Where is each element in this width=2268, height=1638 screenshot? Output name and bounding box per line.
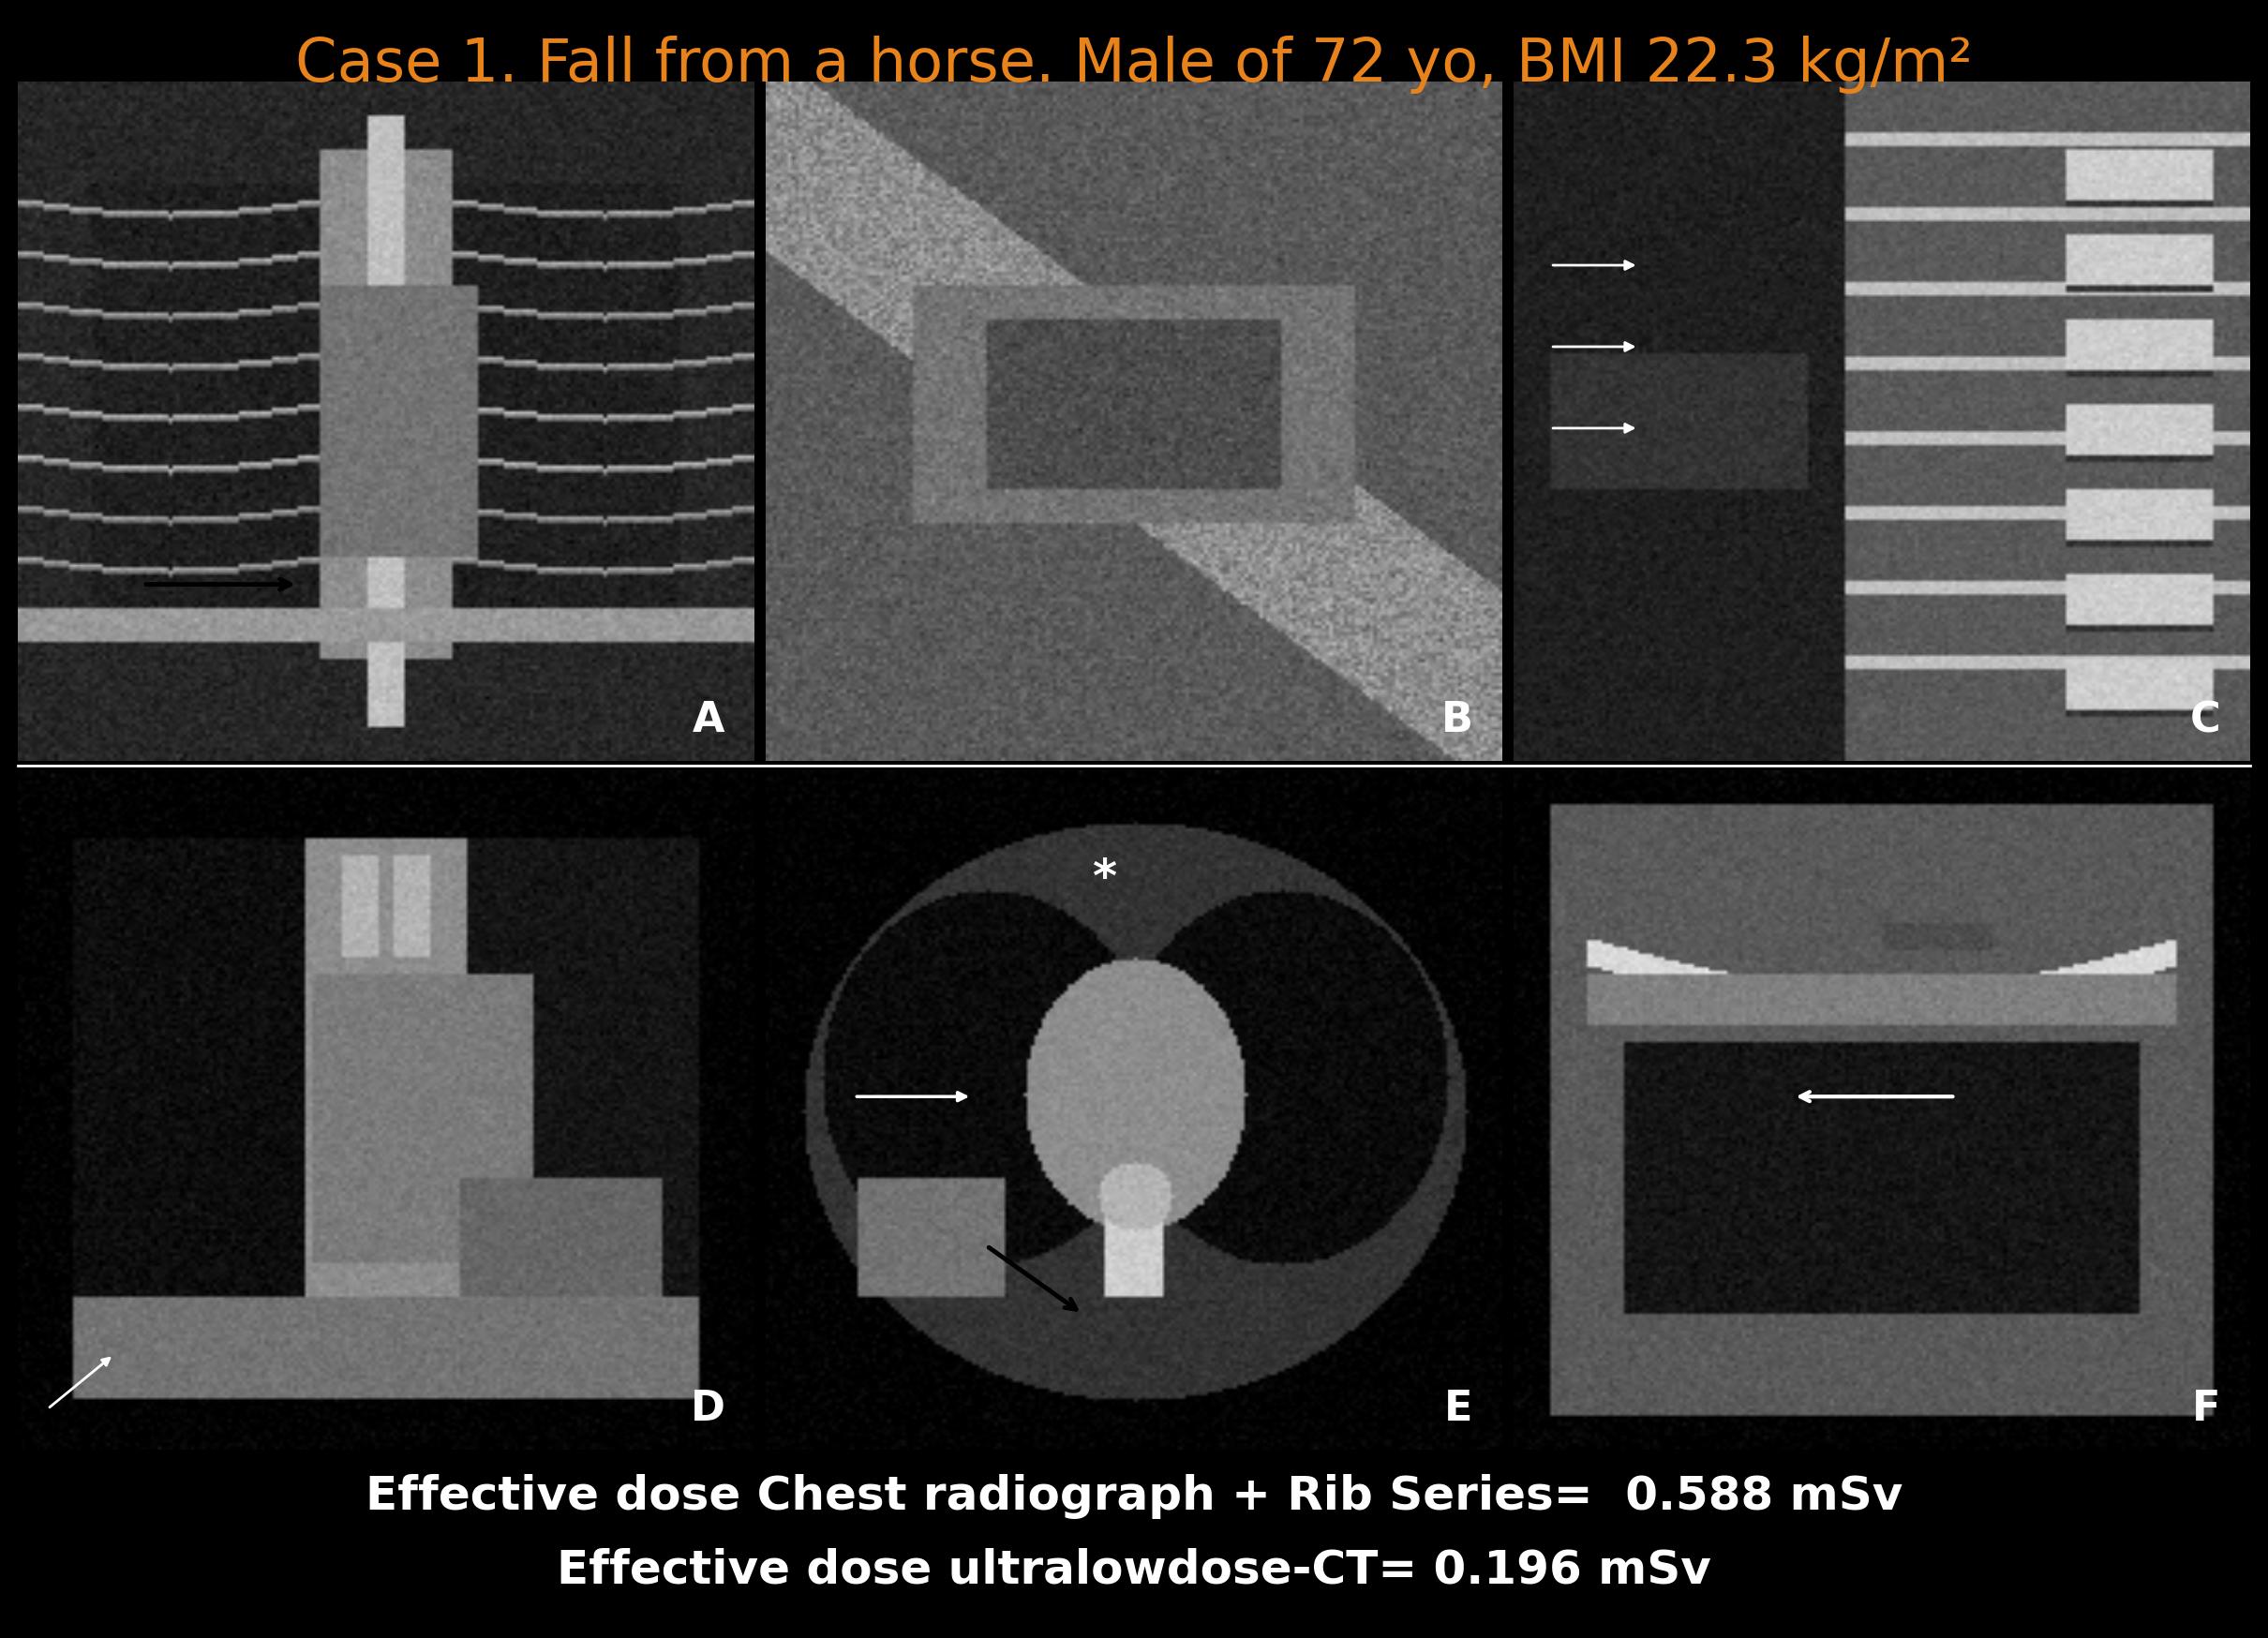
Text: A: A — [692, 699, 726, 740]
Text: E: E — [1445, 1389, 1472, 1430]
Text: *: * — [1093, 857, 1116, 903]
Text: D: D — [689, 1389, 726, 1430]
Text: Effective dose ultralowdose-CT= 0.196 mSv: Effective dose ultralowdose-CT= 0.196 mS… — [556, 1548, 1712, 1592]
Text: C: C — [2189, 699, 2220, 740]
Text: F: F — [2191, 1389, 2220, 1430]
Text: Case 1. Fall from a horse. Male of 72 yo, BMI 22.3 kg/m²: Case 1. Fall from a horse. Male of 72 yo… — [295, 36, 1973, 93]
Text: Effective dose Chest radiograph + Rib Series=  0.588 mSv: Effective dose Chest radiograph + Rib Se… — [365, 1474, 1903, 1518]
Text: B: B — [1440, 699, 1472, 740]
